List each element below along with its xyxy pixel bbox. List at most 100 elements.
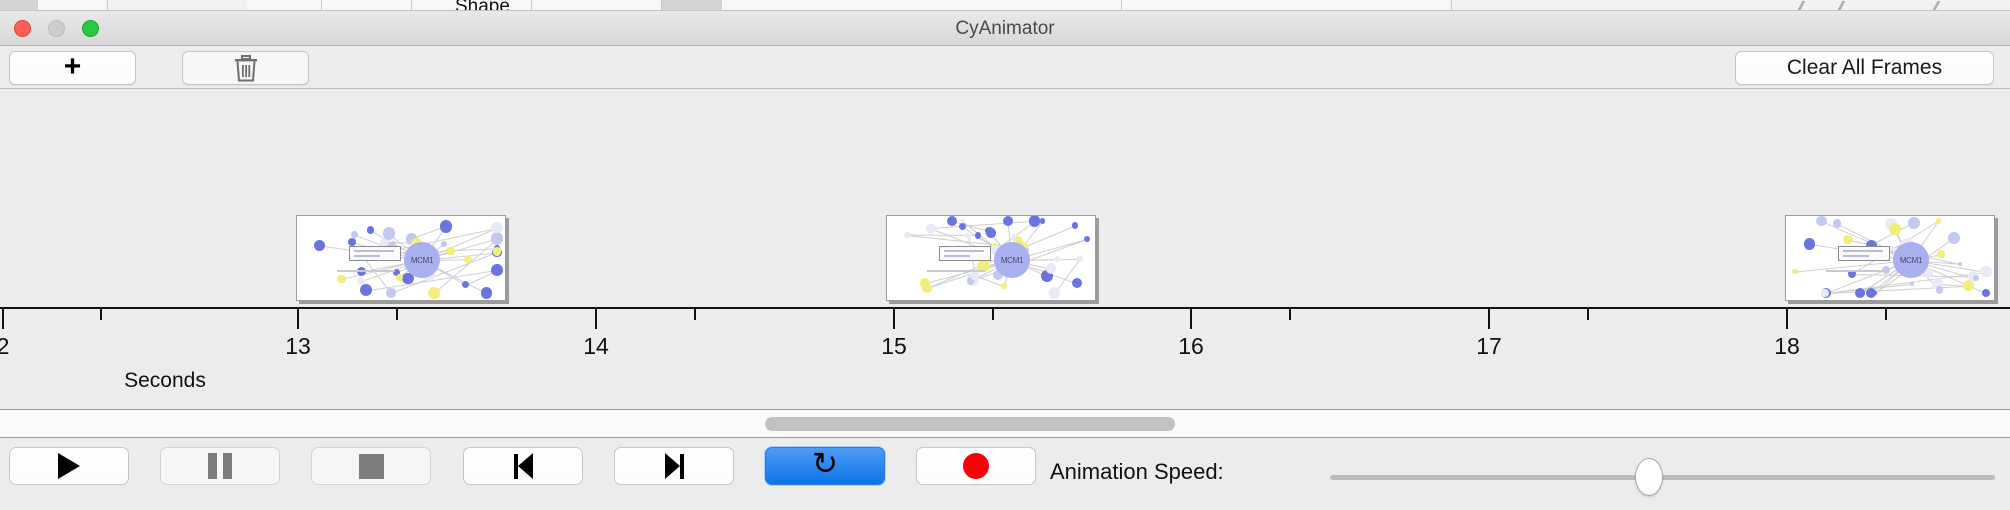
network-node: [976, 259, 990, 273]
network-node: [462, 281, 470, 289]
animation-speed-label: Animation Speed:: [1050, 459, 1224, 484]
skip-start-button[interactable]: [463, 447, 583, 485]
timeline-panel[interactable]: MCM1 MCM1 MCM1 Seconds 2 13 14 15 16 17 18: [0, 89, 2010, 410]
frame-thumbnail: MCM1: [1786, 216, 1994, 300]
network-node: [366, 226, 375, 234]
network-node: [313, 239, 325, 251]
network-annotation-box: [349, 246, 401, 261]
frame-thumbnail: MCM1: [297, 216, 505, 300]
pause-button[interactable]: [160, 447, 280, 485]
loop-icon: ↻: [812, 445, 838, 482]
network-node: [919, 278, 931, 289]
network-node: [1907, 216, 1920, 229]
scrollbar-thumb[interactable]: [765, 417, 1175, 431]
network-node: [1832, 219, 1842, 228]
timeline-frame[interactable]: MCM1: [296, 215, 506, 301]
network-node: [348, 238, 357, 247]
network-node: [1967, 271, 1978, 282]
frame-thumbnail: MCM1: [887, 216, 1095, 300]
network-node: [1053, 255, 1061, 263]
network-node: [1865, 239, 1878, 252]
network-node: [1071, 278, 1083, 289]
ruler-tick-label: 14: [583, 333, 609, 359]
ruler-axis-line: [0, 307, 2010, 309]
network-node: [337, 274, 346, 284]
network-hub-node: MCM1: [1893, 242, 1929, 278]
network-node: [1040, 218, 1046, 224]
network-node: [1889, 245, 1895, 251]
network-caption-line: [337, 270, 395, 272]
ruler-tick-label: 18: [1774, 333, 1800, 359]
network-node: [1028, 216, 1041, 227]
network-node: [392, 269, 400, 277]
network-node: [1083, 235, 1091, 243]
network-node: [1816, 216, 1827, 227]
pause-icon: [208, 453, 232, 479]
ruler-tick-minor: [396, 309, 398, 320]
toolbar: + Clear All Frames: [0, 46, 2010, 89]
network-node: [1821, 289, 1829, 297]
loop-button[interactable]: ↻: [765, 447, 885, 485]
delete-frame-button[interactable]: [182, 51, 309, 85]
network-node: [1843, 234, 1854, 245]
add-frame-button[interactable]: +: [9, 51, 136, 85]
stop-icon: [358, 453, 384, 479]
network-node: [1882, 265, 1891, 274]
network-node: [395, 273, 403, 281]
record-icon: [963, 453, 989, 479]
network-node: [1936, 286, 1944, 294]
network-node: [1957, 261, 1962, 266]
time-ruler: Seconds 2 13 14 15 16 17 18: [0, 307, 2010, 409]
network-node: [491, 263, 503, 276]
maximize-button[interactable]: [82, 20, 99, 37]
network-node: [1015, 236, 1022, 244]
play-button[interactable]: [9, 447, 129, 485]
network-node: [1924, 268, 1934, 278]
skip-end-button[interactable]: [614, 447, 734, 485]
ruler-tick-label: 13: [285, 333, 311, 359]
network-node: [966, 276, 975, 285]
clear-all-frames-button[interactable]: Clear All Frames: [1735, 51, 1994, 85]
network-node: [441, 240, 448, 247]
title-bar: CyAnimator: [0, 11, 2010, 46]
timeline-frame[interactable]: MCM1: [886, 215, 1096, 301]
network-node: [1973, 275, 1980, 282]
minimize-button[interactable]: [48, 20, 65, 37]
network-node: [903, 231, 911, 239]
network-node: [1847, 269, 1857, 279]
network-node: [439, 220, 453, 233]
timeline-frame[interactable]: MCM1: [1785, 215, 1995, 301]
frame-track[interactable]: MCM1 MCM1 MCM1: [0, 89, 2010, 307]
network-node: [491, 222, 503, 234]
network-node: [1011, 233, 1018, 240]
network-node: [464, 255, 472, 264]
stop-button[interactable]: [311, 447, 431, 485]
skip-start-icon: [513, 453, 533, 479]
network-node: [1931, 277, 1944, 290]
slider-thumb[interactable]: [1635, 458, 1664, 496]
ruler-tick-minor: [1587, 309, 1589, 320]
play-icon: [58, 453, 80, 479]
network-node: [481, 287, 493, 299]
network-node: [958, 222, 967, 231]
transport-bar: Animation Speed: ↻: [0, 438, 2010, 510]
network-node: [1076, 255, 1084, 263]
network-node: [380, 237, 390, 247]
window-controls: [14, 20, 99, 37]
network-annotation-box: [939, 246, 991, 261]
record-button[interactable]: [916, 447, 1036, 485]
network-node: [1937, 250, 1946, 259]
network-node: [1071, 222, 1079, 229]
ruler-axis-title-text: Seconds: [124, 369, 206, 392]
close-button[interactable]: [14, 20, 31, 37]
network-caption-line: [1826, 270, 1884, 272]
network-node: [1962, 280, 1974, 292]
background-window-strip: Shape: [0, 0, 2010, 11]
animation-speed-slider[interactable]: [1330, 458, 1995, 496]
timeline-scrollbar[interactable]: [0, 410, 2010, 438]
network-node: [382, 227, 396, 240]
network-node: [405, 233, 417, 245]
ruler-tick-minor: [992, 309, 994, 320]
window-title: CyAnimator: [955, 18, 1055, 39]
